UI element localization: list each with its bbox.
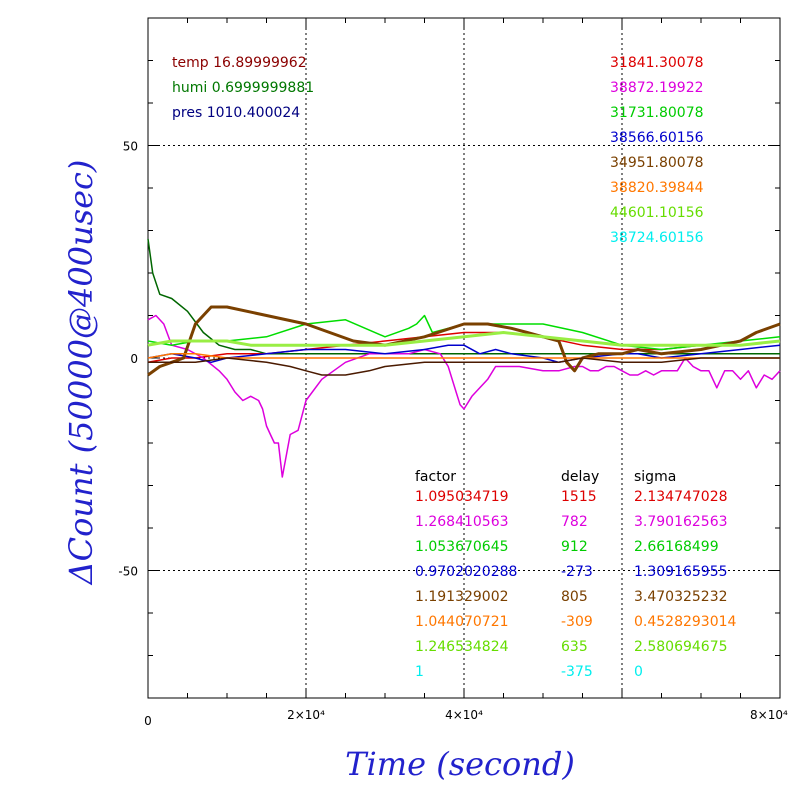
series-line-6 — [147, 353, 780, 359]
table-cell: -309 — [561, 614, 593, 630]
mean-value: 44601.10156 — [610, 205, 704, 221]
series-line-8 — [148, 357, 780, 376]
y-tick-label: 0 — [130, 352, 138, 366]
table-cell: 2.66168499 — [634, 539, 719, 555]
table-cell: 1.095034719 — [415, 489, 509, 505]
y-tick-label: -50 — [118, 565, 138, 579]
mean-value: 38820.39844 — [610, 180, 704, 196]
table-header: factor — [415, 469, 456, 485]
table-header: delay — [561, 469, 599, 485]
env-label: humi 0.6999999881 — [172, 80, 314, 96]
x-tick-label: 8×10⁴ — [750, 708, 788, 722]
series-group — [147, 238, 781, 478]
env-label: pres 1010.400024 — [172, 105, 300, 121]
table-cell: 1.044070721 — [415, 614, 509, 630]
mean-value: 31731.80078 — [610, 105, 704, 121]
series-line-2 — [147, 314, 781, 478]
table-cell: 0.4528293014 — [634, 614, 737, 630]
y-axis-title: ΔCount (50000@400usec) — [62, 160, 100, 587]
series-line-5 — [147, 305, 781, 377]
table-cell: 1.246534824 — [415, 639, 509, 655]
table-cell: 782 — [561, 514, 588, 530]
param-table: factor delay sigma 1.095034719 1515 2.1347470… — [415, 469, 737, 680]
table-cell: 2.580694675 — [634, 639, 728, 655]
mean-legend: 31841.30078 38872.19922 31731.80078 38566.6… — [610, 55, 704, 246]
series-line-7 — [147, 331, 781, 347]
table-cell: 805 — [561, 589, 588, 605]
env-label: temp 16.89999962 — [172, 55, 307, 71]
table-cell: 2.134747028 — [634, 489, 728, 505]
table-cell: 1515 — [561, 489, 597, 505]
mean-value: 38724.60156 — [610, 230, 704, 246]
table-cell: 3.790162563 — [634, 514, 728, 530]
table-cell: 0.9702020288 — [415, 564, 517, 580]
table-header: sigma — [634, 469, 676, 485]
table-cell: 1 — [415, 664, 424, 680]
table-cell: -375 — [561, 664, 593, 680]
x-tick-label: 0 — [144, 714, 152, 728]
x-tick-label: 4×10⁴ — [445, 708, 483, 722]
mean-value: 38566.60156 — [610, 130, 704, 146]
series-line-3 — [147, 314, 781, 351]
env-legend: temp 16.89999962 humi 0.6999999881 pres 10… — [172, 55, 314, 121]
table-cell: 0 — [634, 664, 643, 680]
y-tick-label: 50 — [123, 140, 138, 154]
tick-labels: 0 2×10⁴ 4×10⁴ 8×10⁴ 50 0 -50 — [118, 140, 788, 729]
x-axis-title: Time (second) — [345, 745, 575, 783]
table-cell: 3.470325232 — [634, 589, 728, 605]
table-cell: -273 — [561, 564, 593, 580]
table-cell: 1.309165955 — [634, 564, 728, 580]
table-cell: 912 — [561, 539, 588, 555]
table-cell: 1.053670645 — [415, 539, 509, 555]
x-tick-label: 2×10⁴ — [287, 708, 325, 722]
mean-value: 34951.80078 — [610, 155, 704, 171]
mean-value: 31841.30078 — [610, 55, 704, 71]
table-cell: 635 — [561, 639, 588, 655]
table-cell: 1.191329002 — [415, 589, 509, 605]
mean-value: 38872.19922 — [610, 80, 704, 96]
ticks — [147, 17, 781, 699]
table-cell: 1.268410563 — [415, 514, 509, 530]
